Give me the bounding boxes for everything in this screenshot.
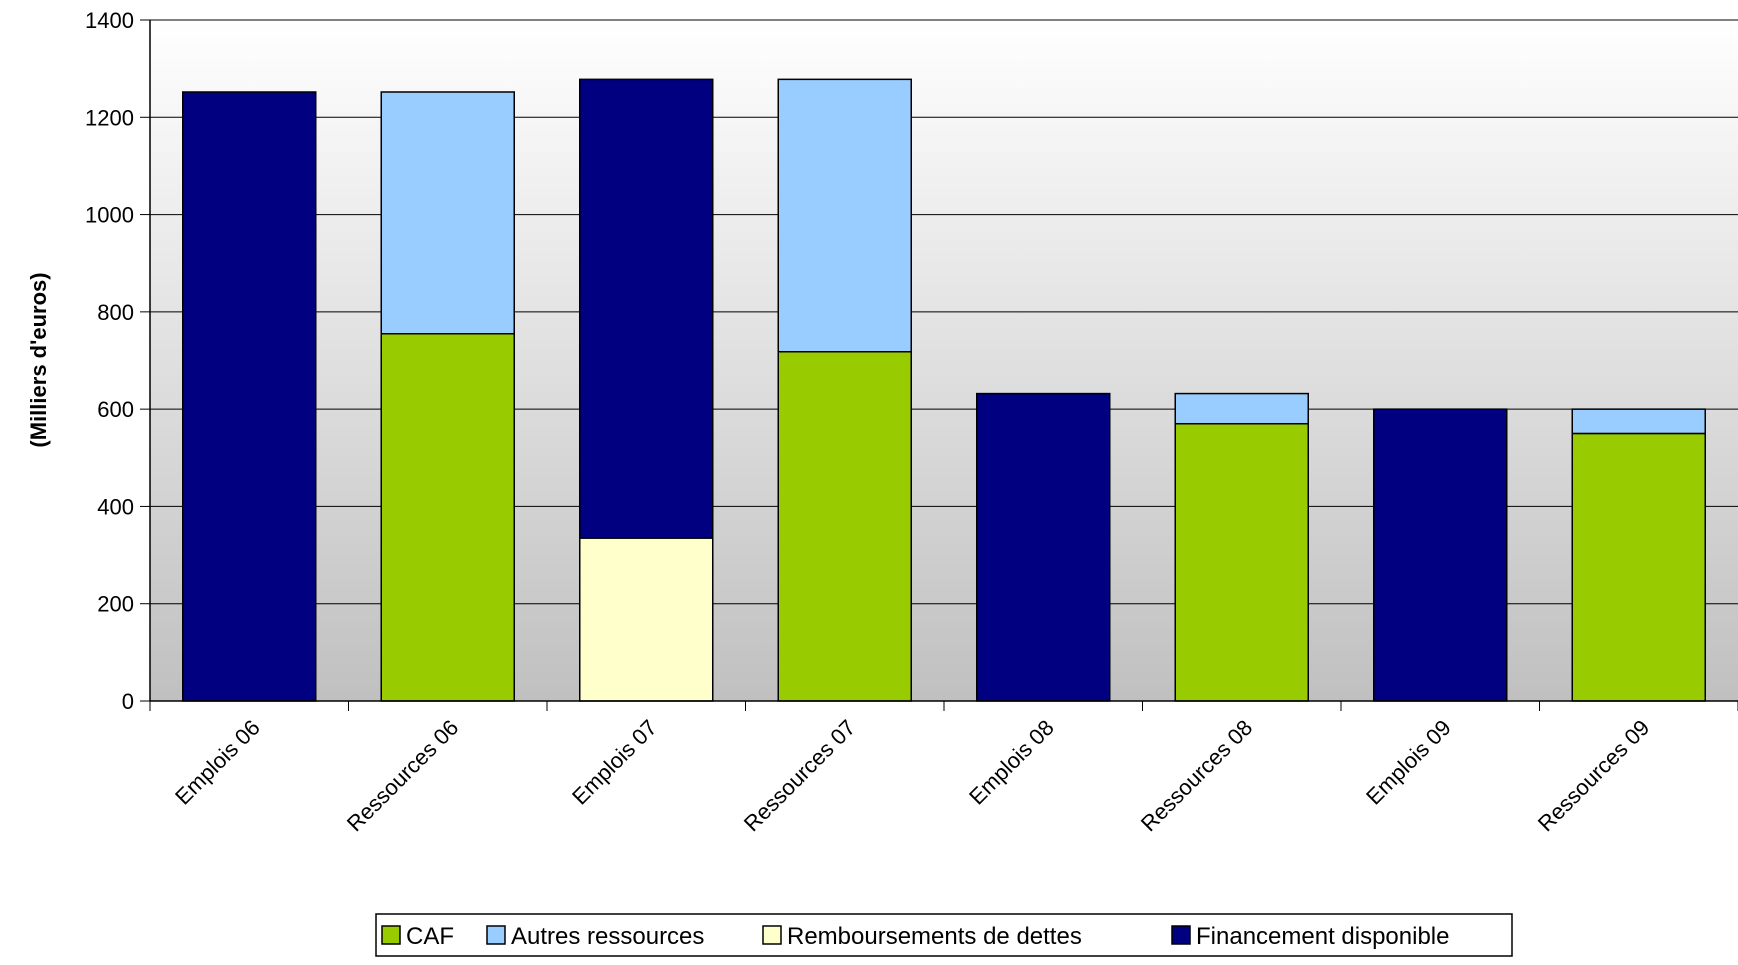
- bar-segment: [1571, 408, 1706, 435]
- y-tick-labels: 0 200 400 600 800 1000 1200 1400: [85, 8, 134, 714]
- bars: [182, 78, 1706, 702]
- bar-segment: [380, 91, 515, 335]
- bar-segment: [1174, 392, 1309, 425]
- x-tick-label: Emplois 07: [567, 715, 662, 810]
- x-tick-label: Emplois 09: [1361, 715, 1456, 810]
- y-tick-label: 1400: [85, 8, 134, 33]
- x-tick-labels: Emplois 06 Ressources 06 Emplois 07 Ressour…: [170, 715, 1654, 836]
- x-tick-label: Emplois 08: [964, 715, 1059, 810]
- bar-segment: [182, 91, 317, 702]
- legend-label: Financement disponible: [1196, 923, 1450, 950]
- bar-segment: [1373, 408, 1508, 702]
- legend: CAF Autres ressources Remboursements de de…: [375, 913, 1513, 957]
- bar-segment: [380, 332, 515, 702]
- y-tick-label: 800: [97, 300, 134, 325]
- y-tick-label: 0: [122, 689, 134, 714]
- bar-segment: [579, 78, 714, 539]
- y-tick-label: 1000: [85, 203, 134, 228]
- bar-segment: [976, 392, 1111, 702]
- axes: [140, 19, 1738, 711]
- x-tick-label: Ressources 07: [739, 715, 860, 836]
- y-tick-label: 200: [97, 592, 134, 617]
- bar-segment: [1571, 432, 1706, 702]
- y-axis-label: (Milliers d'euros): [26, 272, 51, 447]
- y-tick-label: 1200: [85, 105, 134, 130]
- y-tick-label: 600: [97, 397, 134, 422]
- legend-label: Autres ressources: [511, 923, 704, 950]
- bar-segment: [579, 537, 714, 702]
- x-tick-label: Ressources 09: [1533, 715, 1654, 836]
- legend-swatch: [1171, 925, 1191, 945]
- legend-box: [375, 913, 1513, 957]
- y-tick-label: 400: [97, 494, 134, 519]
- legend-label: Remboursements de dettes: [787, 923, 1082, 950]
- legend-label: CAF: [406, 923, 454, 950]
- bar-segment: [1174, 422, 1309, 702]
- x-tick-label: Ressources 08: [1136, 715, 1257, 836]
- x-tick-label: Ressources 06: [342, 715, 463, 836]
- bar-segment: [777, 350, 912, 702]
- legend-swatch: [486, 925, 506, 945]
- bar-segment: [777, 78, 912, 353]
- x-tick-label: Emplois 06: [170, 715, 265, 810]
- legend-swatch: [381, 925, 401, 945]
- legend-swatch: [762, 925, 782, 945]
